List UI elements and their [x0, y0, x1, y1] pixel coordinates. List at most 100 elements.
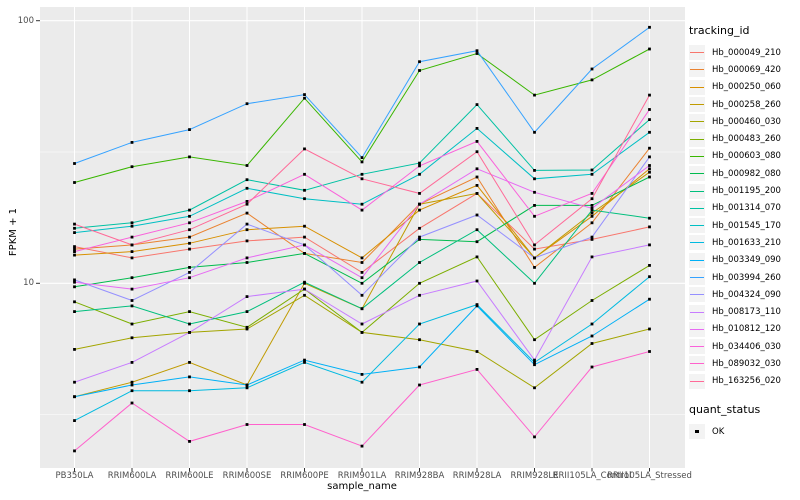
data-point — [188, 247, 191, 251]
data-point — [360, 208, 364, 212]
legend-line-icon — [690, 104, 704, 106]
data-point — [73, 181, 76, 184]
data-point — [73, 300, 76, 304]
data-point — [130, 141, 134, 144]
data-point — [648, 297, 651, 301]
data-point — [245, 295, 249, 298]
legend-line-icon — [690, 190, 704, 192]
legend-key-icon — [689, 270, 705, 285]
data-point — [303, 93, 306, 96]
legend-entry-label: Hb_000049_210 — [712, 47, 781, 58]
legend-entry-ok: OK — [689, 423, 781, 440]
data-point — [303, 280, 306, 284]
data-point — [245, 200, 249, 203]
data-point — [73, 348, 76, 351]
legend-entry: Hb_000049_210 — [689, 44, 781, 61]
legend-key-icon — [689, 339, 705, 355]
legend-line-icon — [690, 277, 704, 278]
legend-line-icon — [690, 328, 704, 330]
data-point — [188, 310, 191, 313]
data-point — [188, 221, 191, 225]
data-point — [475, 167, 479, 171]
data-point — [360, 261, 364, 264]
data-point — [648, 264, 651, 267]
legend-entry-label: Hb_000982_080 — [712, 168, 781, 179]
data-point — [73, 419, 76, 422]
data-point — [533, 214, 536, 218]
legend-line-icon — [690, 225, 704, 227]
data-point — [245, 327, 249, 331]
data-point — [533, 243, 536, 247]
data-point — [533, 256, 536, 260]
legend-key-icon — [689, 304, 705, 320]
data-point — [648, 175, 651, 179]
legend-line-icon — [690, 259, 704, 261]
legend-key-icon — [689, 356, 705, 372]
legend-key-icon — [689, 114, 705, 130]
data-point — [418, 338, 421, 342]
data-point — [360, 373, 364, 376]
data-point — [188, 208, 191, 212]
data-point — [590, 221, 594, 225]
data-point — [418, 164, 421, 168]
legend-entry: Hb_001633_210 — [689, 234, 781, 251]
data-point — [590, 78, 594, 82]
data-point — [648, 225, 651, 229]
legend-entry: Hb_000603_080 — [689, 148, 781, 165]
data-point — [533, 247, 536, 251]
data-point — [533, 281, 536, 285]
data-point — [475, 184, 479, 187]
data-point — [303, 252, 306, 255]
data-point — [590, 211, 594, 215]
data-point — [73, 231, 76, 234]
data-point — [245, 325, 249, 329]
legend-entry-label: OK — [712, 426, 725, 437]
data-point — [130, 235, 134, 239]
data-point — [130, 389, 134, 393]
data-point — [360, 322, 364, 326]
data-point — [245, 239, 249, 243]
legend-key-icon — [689, 183, 705, 199]
data-point — [475, 279, 479, 283]
data-point — [648, 170, 651, 174]
legend-key-icon — [689, 218, 705, 234]
data-point — [418, 172, 421, 176]
legend-entry: Hb_001314_070 — [689, 200, 781, 217]
x-tick-label: RRIM928LE — [510, 471, 559, 481]
data-point — [188, 361, 191, 364]
data-point — [648, 146, 651, 150]
data-point — [418, 192, 421, 195]
legend-entries: Hb_000049_210 Hb_000069_420 Hb_000250_060 H… — [689, 44, 781, 390]
legend-entry-label: Hb_163256_020 — [712, 376, 781, 387]
data-point — [188, 389, 191, 393]
data-point — [590, 168, 594, 172]
legend-entry-label: Hb_000603_080 — [712, 151, 781, 162]
legend-line-icon — [690, 346, 704, 348]
legend-entry-label: Hb_089032_030 — [712, 358, 781, 369]
data-point — [130, 401, 134, 405]
data-point — [418, 322, 421, 326]
data-point — [245, 423, 249, 426]
data-point — [648, 275, 651, 279]
data-point — [360, 156, 364, 159]
data-point — [533, 266, 536, 269]
legend-key-ok — [689, 424, 705, 440]
legend-entry: Hb_001195_200 — [689, 182, 781, 199]
data-point — [648, 167, 651, 171]
data-point — [475, 103, 479, 106]
legend-line-icon — [690, 311, 704, 313]
legend-key-icon — [689, 287, 705, 303]
legend-entry-label: Hb_001314_070 — [712, 203, 781, 214]
data-point — [188, 375, 191, 379]
data-point — [245, 164, 249, 167]
legend-entry-label: Hb_000069_420 — [712, 64, 781, 75]
data-point — [648, 164, 651, 167]
data-point — [590, 365, 594, 369]
data-point — [475, 127, 479, 130]
legend-entry: Hb_003349_090 — [689, 252, 781, 269]
legend-key-icon — [689, 148, 705, 164]
legend-key-icon — [689, 97, 705, 113]
legend-entry: Hb_004324_090 — [689, 286, 781, 303]
data-point — [73, 222, 76, 226]
